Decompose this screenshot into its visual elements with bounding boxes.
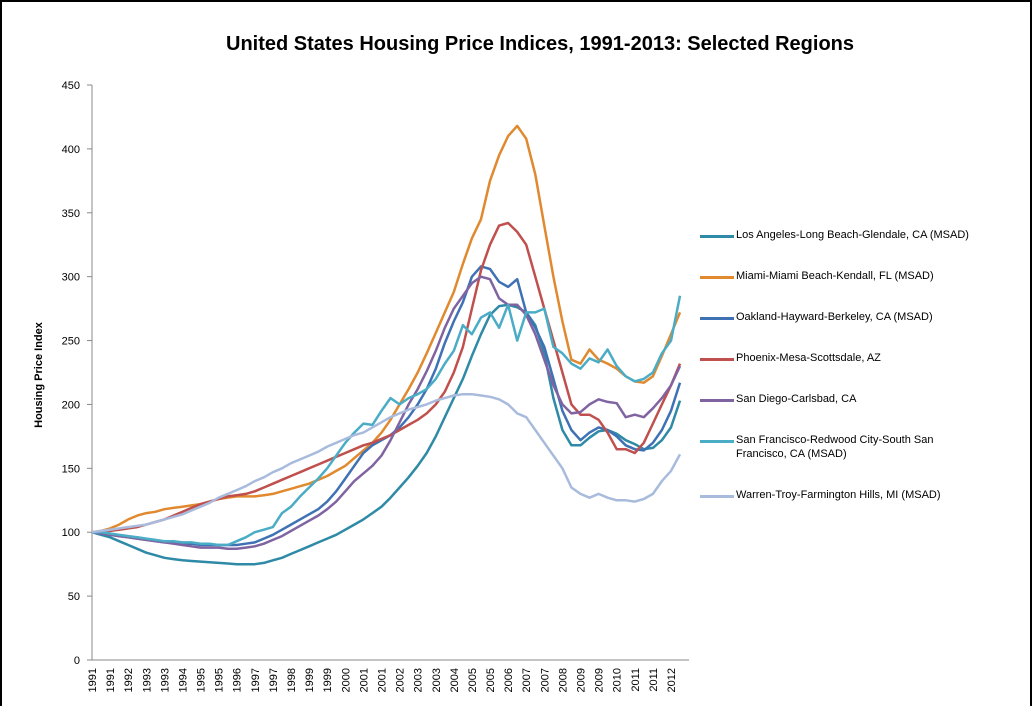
chart-title: United States Housing Price Indices, 199… [226, 33, 854, 55]
legend-swatch [700, 399, 734, 402]
x-tick-label: 1998 [286, 668, 298, 692]
series-line [92, 295, 682, 547]
x-tick-label: 2007 [539, 668, 551, 692]
x-tick-label: 2003 [413, 668, 425, 692]
x-tick-label: 2007 [521, 668, 533, 692]
legend-item: San Diego-Carlsbad, CA [700, 392, 986, 406]
x-tick-label: 1993 [159, 668, 171, 692]
series-line [91, 303, 682, 566]
series-line [91, 124, 682, 534]
legend-label: Warren-Troy-Farmington Hills, MI (MSAD) [736, 489, 941, 501]
y-tick-label: 250 [62, 336, 80, 348]
legend-swatch [700, 440, 734, 443]
x-tick-label: 2004 [449, 668, 461, 692]
x-tick-label: 1997 [250, 668, 262, 692]
series-line [91, 392, 682, 534]
x-tick-label: 2005 [485, 668, 497, 692]
y-tick-label: 450 [62, 80, 80, 92]
y-tick-label: 100 [62, 527, 80, 539]
x-tick-label: 2005 [467, 668, 479, 692]
x-tick-label: 2010 [612, 668, 624, 692]
legend-item: Warren-Troy-Farmington Hills, MI (MSAD) [700, 488, 986, 502]
legend-item: Oakland-Hayward-Berkeley, CA (MSAD) [700, 310, 986, 324]
legend-item: San Francisco-Redwood City-South San Fra… [700, 433, 986, 461]
x-tick-label: 1997 [268, 668, 280, 692]
series-line [91, 275, 682, 551]
legend: Los Angeles-Long Beach-Glendale, CA (MSA… [700, 228, 1020, 529]
x-tick-label: 2003 [431, 668, 443, 692]
legend-label: Los Angeles-Long Beach-Glendale, CA (MSA… [736, 229, 969, 241]
legend-swatch [700, 235, 734, 238]
x-tick-label: 2001 [376, 668, 388, 692]
legend-label: Phoenix-Mesa-Scottsdale, AZ [736, 352, 881, 364]
x-tick-label: 2002 [395, 668, 407, 692]
legend-swatch [700, 495, 734, 498]
legend-item: Miami-Miami Beach-Kendall, FL (MSAD) [700, 269, 986, 283]
legend-item: Los Angeles-Long Beach-Glendale, CA (MSA… [700, 228, 986, 242]
y-axis-label: Housing Price Index [33, 321, 45, 428]
x-tick-label: 1994 [177, 668, 189, 692]
legend-label: San Francisco-Redwood City-South San Fra… [736, 434, 934, 460]
x-tick-label: 2006 [503, 668, 515, 692]
x-tick-label: 1991 [105, 668, 117, 692]
x-tick-label: 1992 [123, 668, 135, 692]
x-tick-label: 2009 [594, 668, 606, 692]
x-tick-label: 2009 [575, 668, 587, 692]
y-tick-label: 50 [68, 591, 80, 603]
x-tick-label: 1995 [214, 668, 226, 692]
x-tick-label: 2011 [648, 668, 660, 692]
x-tick-label: 2011 [630, 668, 642, 692]
legend-swatch [700, 276, 734, 279]
x-tick-label: 1993 [141, 668, 153, 692]
x-tick-label: 1991 [87, 668, 99, 692]
x-tick-label: 1996 [232, 668, 244, 692]
legend-item: Phoenix-Mesa-Scottsdale, AZ [700, 351, 986, 365]
y-tick-label: 200 [62, 399, 80, 411]
x-tick-label: 1999 [304, 668, 316, 692]
legend-swatch [700, 358, 734, 361]
legend-swatch [700, 317, 734, 320]
x-tick-label: 1999 [322, 668, 334, 692]
y-tick-label: 300 [62, 272, 80, 284]
y-tick-label: 400 [62, 144, 80, 156]
x-tick-label: 2012 [666, 668, 678, 692]
legend-label: Oakland-Hayward-Berkeley, CA (MSAD) [736, 311, 933, 323]
legend-label: San Diego-Carlsbad, CA [736, 393, 857, 405]
y-tick-label: 150 [62, 463, 80, 475]
x-tick-label: 2001 [358, 668, 370, 692]
x-tick-label: 2008 [557, 668, 569, 692]
series-line [92, 221, 682, 534]
legend-label: Miami-Miami Beach-Kendall, FL (MSAD) [736, 270, 934, 282]
x-tick-label: 1995 [196, 668, 208, 692]
y-tick-label: 0 [74, 655, 80, 667]
x-tick-label: 2000 [340, 668, 352, 692]
y-tick-label: 350 [62, 208, 80, 220]
